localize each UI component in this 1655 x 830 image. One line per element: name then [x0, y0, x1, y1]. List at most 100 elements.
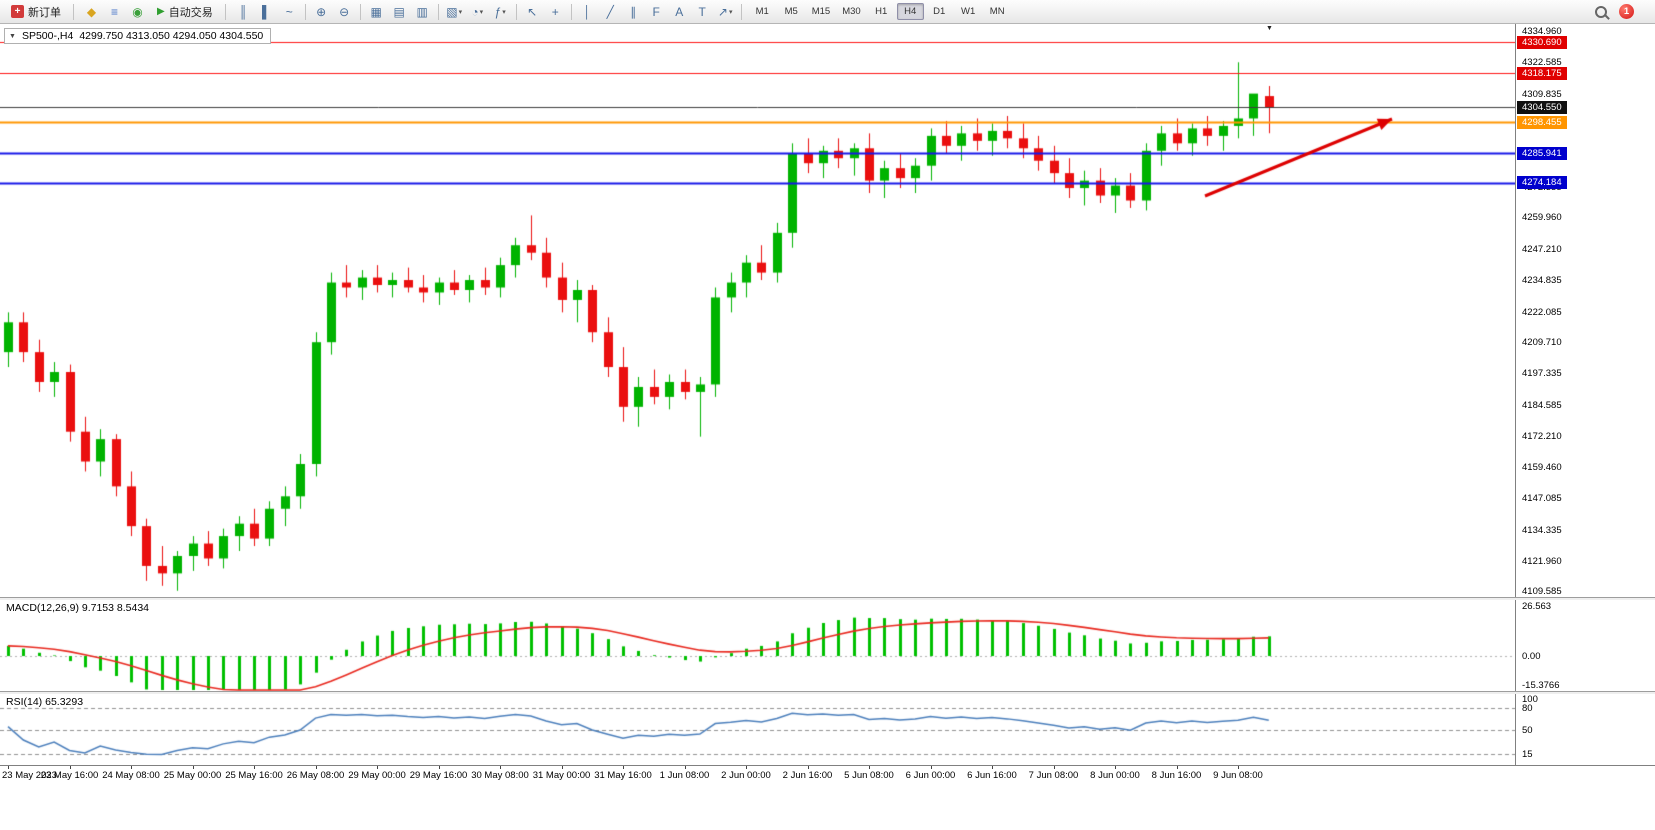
price-tag: 4304.550	[1517, 100, 1567, 114]
time-axis-label: 7 Jun 08:00	[1028, 770, 1079, 781]
time-axis-label: 25 May 00:00	[163, 770, 222, 781]
timeframe-m30-button[interactable]: M30	[842, 6, 861, 17]
timeframe-mn-button[interactable]: MN	[989, 6, 1005, 17]
timeframe-m1-button[interactable]: M1	[755, 6, 769, 17]
text-label-icon[interactable]: T	[698, 4, 706, 19]
price-tag: 4285.941	[1517, 146, 1567, 160]
time-axis-label: 30 May 08:00	[471, 770, 529, 781]
search-icon[interactable]	[1595, 5, 1607, 18]
price-tick: 4147.085	[1522, 493, 1562, 505]
macd-values: 9.7153 8.5434	[81, 602, 150, 614]
time-axis-tick	[192, 766, 194, 769]
toolbar-separator	[515, 3, 517, 20]
timeframe-buttons: M1 M5 M15 M30 H1 H4 D1 W1 MN	[748, 3, 1012, 20]
toolbar-separator	[304, 3, 306, 20]
toolbar-separator	[437, 3, 439, 20]
toolbar-separator	[359, 3, 361, 20]
zoom-in-icon[interactable]: ⊕	[316, 4, 327, 19]
time-axis-tick	[807, 766, 809, 769]
time-axis-label: 25 May 16:00	[225, 770, 283, 781]
time-axis-tick	[1176, 766, 1178, 769]
quotes-icon[interactable]: ◆	[86, 4, 97, 19]
vertical-line-icon[interactable]: │	[583, 4, 591, 19]
toolbar-separator	[570, 3, 572, 20]
time-axis-tick	[1115, 766, 1116, 769]
timeframe-m5-button[interactable]: M5	[784, 6, 798, 17]
time-axis-label: 26 May 08:00	[286, 770, 345, 781]
chart-shift-icon[interactable]: ▥	[416, 4, 428, 19]
auto-trading-button[interactable]: ▶ 自动交易	[151, 1, 219, 23]
market-depth-icon[interactable]: ≡	[110, 4, 118, 19]
time-axis-label: 2 Jun 00:00	[721, 770, 771, 781]
trendline-icon[interactable]: ╱	[606, 4, 614, 19]
toolbar-chart-tools: ║ ▌ ~ ⊕ ⊖ ▦ ▤ ▥ ▧ ▾ ◔ ▾ ƒ ▾ ↖ + │ ╱ ∥ F A T ↗ ▾	[232, 2, 746, 22]
time-axis-label: 29 May 16:00	[409, 770, 468, 781]
time-axis-label: 2 Jun 16:00	[782, 770, 833, 781]
fibonacci-icon[interactable]: F	[652, 4, 660, 19]
macd-canvas[interactable]	[0, 600, 1515, 691]
new-order-button[interactable]: + 新订单	[5, 1, 67, 23]
time-axis-tick	[561, 766, 563, 769]
bar-chart-icon[interactable]: ║	[238, 4, 248, 19]
auto-arrange-icon[interactable]: ▤	[393, 4, 405, 19]
crosshair-icon[interactable]: +	[551, 4, 559, 19]
time-axis-tick	[746, 766, 747, 769]
time-axis-label: 23 May 2023	[2, 770, 57, 781]
timeframe-w1-button[interactable]: W1	[961, 6, 976, 17]
periods-icon[interactable]: ◔ ▾	[471, 4, 484, 19]
rsi-name: RSI(14)	[6, 696, 43, 708]
time-axis-tick	[1053, 766, 1055, 769]
symbol-dropdown-icon[interactable]: ▼	[9, 32, 16, 40]
tile-windows-icon[interactable]: ▦	[370, 4, 382, 19]
time-axis-label: 1 Jun 08:00	[659, 770, 710, 781]
price-chart-canvas[interactable]	[0, 24, 1515, 597]
price-tick: 4109.585	[1522, 586, 1562, 598]
time-axis-tick	[992, 766, 993, 769]
macd-axis-label: 0.00	[1522, 651, 1541, 663]
rsi-axis-label: 80	[1522, 703, 1533, 715]
rsi-canvas[interactable]	[0, 694, 1515, 765]
macd-axis-label: -15.3766	[1522, 680, 1560, 691]
pane-splitter[interactable]	[0, 597, 1655, 600]
price-tag: 4274.184	[1517, 176, 1567, 190]
macd-axis-label: 26.563	[1522, 601, 1552, 612]
time-axis-tick	[315, 766, 317, 769]
chart-shift-marker: ▼	[1266, 25, 1273, 32]
dropdown-arrow-icon: ▾	[502, 8, 506, 16]
price-tick: 4172.210	[1522, 430, 1562, 442]
time-axis-tick	[254, 766, 255, 769]
candlestick-chart-icon[interactable]: ▌	[261, 4, 271, 19]
arrows-icon[interactable]: ↗ ▾	[717, 4, 733, 19]
time-axis-label: 8 Jun 00:00	[1090, 770, 1140, 781]
time-axis-tick	[930, 766, 932, 769]
text-icon[interactable]: A	[675, 4, 684, 19]
price-tick: 4209.710	[1522, 337, 1562, 349]
price-tick: 4121.960	[1522, 555, 1562, 567]
new-order-icon: +	[11, 5, 24, 18]
line-chart-icon[interactable]: ~	[285, 4, 293, 19]
pane-splitter[interactable]	[0, 691, 1655, 694]
web-terminal-icon[interactable]: ◉	[132, 4, 143, 19]
time-axis-label: 9 Jun 08:00	[1213, 770, 1263, 781]
indicators-icon[interactable]: ƒ ▾	[494, 4, 506, 19]
time-axis-tick	[1238, 766, 1239, 769]
price-tick: 4197.335	[1522, 368, 1562, 380]
zoom-out-icon[interactable]: ⊖	[339, 4, 350, 19]
new-chart-icon[interactable]: ▧ ▾	[446, 4, 463, 19]
macd-name: MACD(12,26,9)	[6, 602, 79, 614]
equidistant-channel-icon[interactable]: ∥	[630, 4, 637, 19]
dropdown-arrow-icon: ▾	[479, 8, 484, 16]
time-axis[interactable]: 23 May 2023 23 May 16:00 24 May 08:00 25 Ma…	[0, 765, 1655, 786]
timeframe-d1-button[interactable]: D1	[933, 6, 946, 17]
timeframe-h1-button[interactable]: H1	[875, 6, 888, 17]
price-tag: 4318.175	[1517, 66, 1567, 80]
cursor-icon[interactable]: ↖	[527, 4, 538, 19]
timeframe-h4-button[interactable]: H4	[896, 3, 924, 20]
time-axis-label: 6 Jun 16:00	[967, 770, 1017, 781]
notification-badge[interactable]: 1	[1619, 4, 1634, 19]
timeframe-m15-button[interactable]: M15	[811, 6, 831, 17]
price-tick: 4334.960	[1522, 26, 1562, 38]
time-axis-label: 24 May 08:00	[102, 770, 160, 781]
price-axis[interactable]: 4334.9604322.5854309.8354297.3354284.710…	[1515, 24, 1655, 785]
time-axis-tick	[438, 766, 440, 769]
